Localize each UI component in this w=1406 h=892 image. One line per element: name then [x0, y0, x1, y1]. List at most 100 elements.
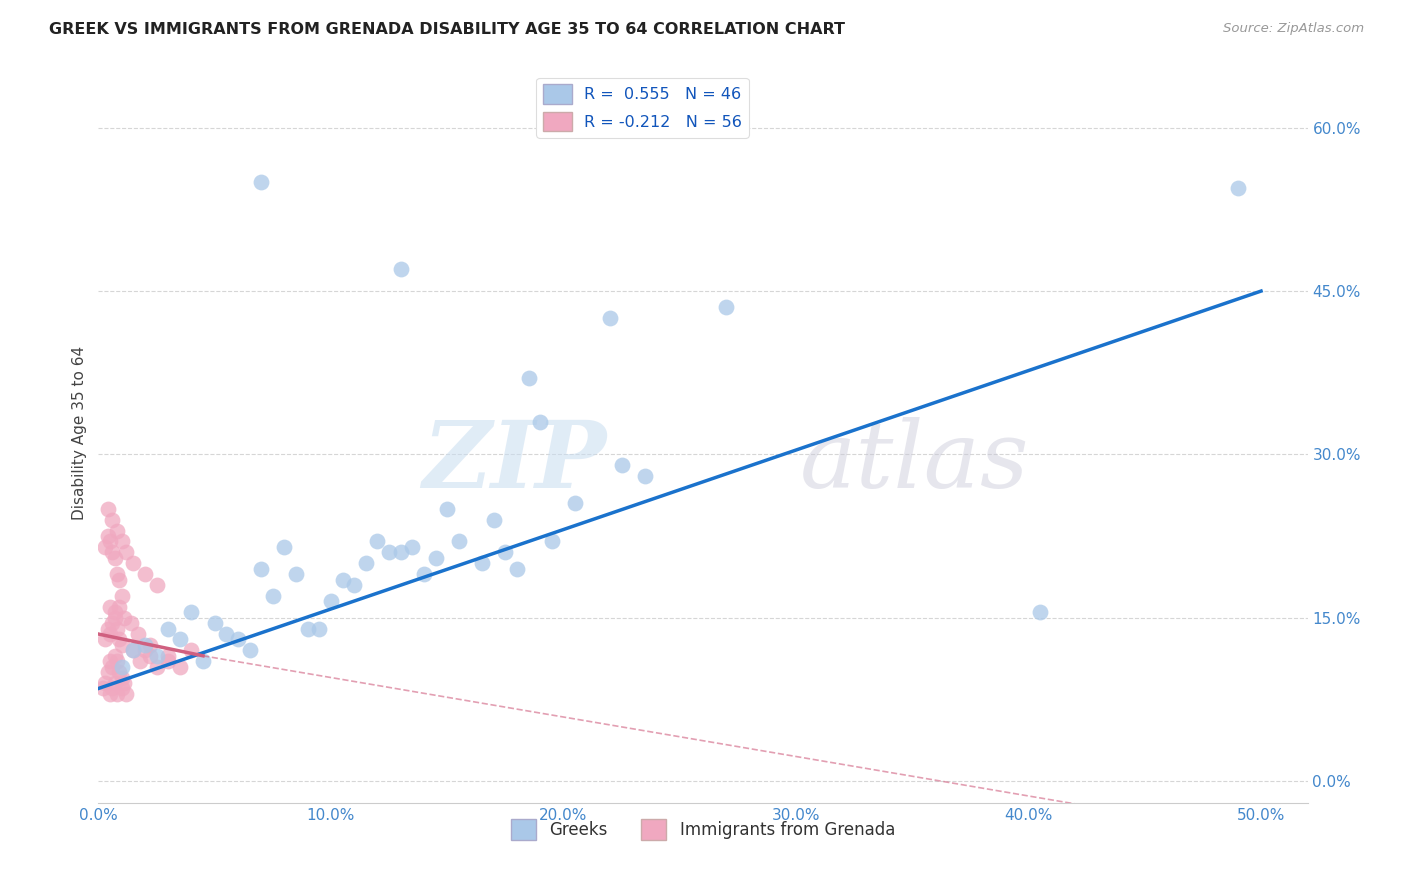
Text: GREEK VS IMMIGRANTS FROM GRENADA DISABILITY AGE 35 TO 64 CORRELATION CHART: GREEK VS IMMIGRANTS FROM GRENADA DISABIL… [49, 22, 845, 37]
Point [98, 599, 121, 614]
Point [94, 676, 117, 690]
Point [1029, 605, 1052, 619]
Point [94, 632, 117, 647]
Point [145, 578, 167, 592]
Point [105, 622, 128, 636]
Point [180, 643, 202, 657]
Point [401, 540, 423, 554]
Point [101, 545, 124, 559]
Point [239, 643, 262, 657]
Point [101, 659, 124, 673]
Point [366, 534, 388, 549]
Point [97, 665, 120, 680]
Point [145, 659, 167, 673]
Point [1226, 180, 1249, 194]
Point [610, 458, 633, 473]
Point [297, 622, 319, 636]
Point [104, 605, 127, 619]
Point [517, 371, 540, 385]
Point [105, 567, 128, 582]
Point [378, 545, 401, 559]
Point [91, 681, 114, 696]
Y-axis label: Disability Age 35 to 64: Disability Age 35 to 64 [72, 345, 87, 520]
Point [273, 540, 295, 554]
Point [108, 632, 131, 647]
Point [112, 610, 135, 624]
Point [204, 616, 226, 631]
Point [98, 534, 121, 549]
Point [250, 175, 273, 189]
Point [122, 643, 145, 657]
Point [120, 616, 142, 631]
Point [98, 627, 121, 641]
Point [564, 496, 586, 510]
Point [98, 687, 121, 701]
Point [115, 687, 138, 701]
Point [250, 562, 273, 576]
Point [111, 659, 134, 673]
Point [169, 659, 191, 673]
Point [112, 676, 135, 690]
Point [343, 578, 366, 592]
Point [138, 638, 160, 652]
Point [226, 632, 249, 647]
Point [389, 545, 412, 559]
Point [138, 648, 160, 663]
Text: Source: ZipAtlas.com: Source: ZipAtlas.com [1223, 22, 1364, 36]
Point [634, 469, 657, 483]
Point [157, 654, 180, 668]
Point [482, 513, 505, 527]
Point [134, 643, 156, 657]
Point [262, 589, 284, 603]
Point [97, 501, 120, 516]
Point [111, 638, 134, 652]
Point [215, 627, 238, 641]
Point [98, 654, 121, 668]
Point [157, 648, 180, 663]
Point [413, 567, 436, 582]
Point [389, 262, 412, 277]
Point [101, 616, 124, 631]
Point [111, 671, 134, 685]
Point [105, 524, 128, 538]
Legend: Greeks, Immigrants from Grenada: Greeks, Immigrants from Grenada [505, 813, 901, 847]
Point [471, 556, 494, 570]
Point [101, 681, 124, 696]
Point [319, 594, 342, 608]
Point [111, 681, 134, 696]
Point [308, 622, 330, 636]
Point [104, 610, 127, 624]
Point [129, 654, 152, 668]
Point [599, 311, 621, 326]
Text: ZIP: ZIP [422, 417, 606, 508]
Point [134, 638, 156, 652]
Point [494, 545, 516, 559]
Point [332, 573, 354, 587]
Point [506, 562, 529, 576]
Point [97, 622, 120, 636]
Point [105, 687, 128, 701]
Point [425, 550, 447, 565]
Point [169, 632, 191, 647]
Point [529, 415, 551, 429]
Point [180, 605, 202, 619]
Text: atlas: atlas [800, 417, 1029, 508]
Point [104, 550, 127, 565]
Point [111, 534, 134, 549]
Point [285, 567, 308, 582]
Point [94, 540, 117, 554]
Point [111, 589, 134, 603]
Point [104, 676, 127, 690]
Point [716, 301, 738, 315]
Point [101, 513, 124, 527]
Point [157, 622, 180, 636]
Point [540, 534, 562, 549]
Point [122, 643, 145, 657]
Point [122, 556, 145, 570]
Point [134, 567, 156, 582]
Point [105, 654, 128, 668]
Point [115, 545, 138, 559]
Point [127, 627, 149, 641]
Point [104, 648, 127, 663]
Point [97, 529, 120, 543]
